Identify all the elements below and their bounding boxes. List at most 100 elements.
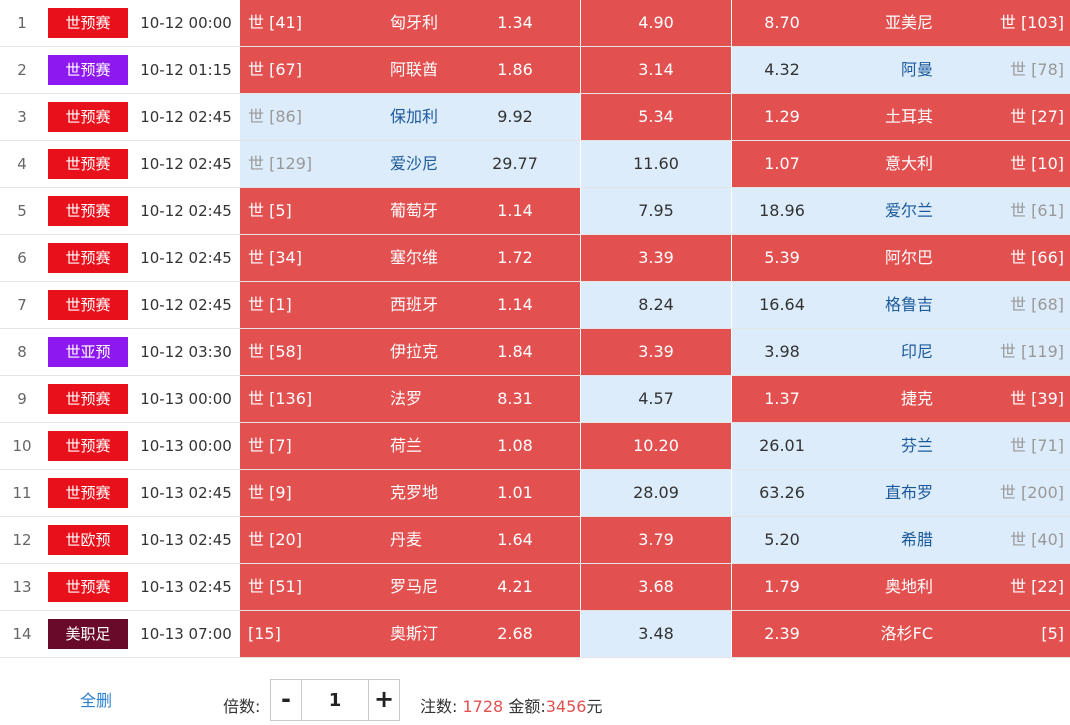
home-rank: 世 [5]: [248, 201, 292, 220]
match-time: 10-12 02:45: [140, 249, 232, 267]
increase-button[interactable]: +: [368, 680, 399, 720]
league-badge: 世预赛: [48, 8, 128, 38]
away-win-option[interactable]: 1.79 奥地利 世 [22]: [732, 564, 1070, 610]
draw-option[interactable]: 3.39: [581, 329, 732, 375]
match-index: 9: [17, 390, 27, 408]
home-rank: 世 [41]: [248, 13, 302, 32]
away-win-option[interactable]: 2.39 洛杉FC [5]: [732, 611, 1070, 657]
away-win-option[interactable]: 1.37 捷克 世 [39]: [732, 376, 1070, 422]
draw-odd: 28.09: [633, 483, 679, 502]
home-team: 罗马尼: [390, 577, 439, 596]
draw-odd: 7.95: [638, 201, 674, 220]
away-rank: 世 [61]: [1010, 201, 1064, 220]
home-team: 匈牙利: [390, 13, 439, 32]
match-index: 13: [12, 578, 32, 596]
home-team: 荷兰: [390, 436, 423, 455]
amount-value: 3456: [545, 697, 587, 716]
home-rank: 世 [7]: [248, 436, 292, 455]
away-win-option[interactable]: 1.07 意大利 世 [10]: [732, 141, 1070, 187]
away-team: 奥地利: [884, 577, 933, 596]
away-rank: 世 [39]: [1010, 389, 1064, 408]
away-rank: 世 [200]: [999, 483, 1064, 502]
home-win-option[interactable]: 世 [58] 伊拉克 1.84: [240, 329, 581, 375]
home-team: 法罗: [390, 389, 423, 408]
match-index: 2: [17, 61, 27, 79]
home-win-option[interactable]: [15] 奥斯汀 2.68: [240, 611, 581, 657]
away-odd: 18.96: [759, 201, 805, 220]
away-team: 亚美尼: [884, 13, 933, 32]
league-badge: 世亚预: [48, 337, 128, 367]
clear-all-link[interactable]: 全删: [80, 691, 113, 710]
away-win-option[interactable]: 4.32 阿曼 世 [78]: [732, 47, 1070, 93]
away-win-option[interactable]: 16.64 格鲁吉 世 [68]: [732, 282, 1070, 328]
decrease-button[interactable]: -: [271, 680, 302, 720]
away-win-option[interactable]: 3.98 印尼 世 [119]: [732, 329, 1070, 375]
match-index: 8: [17, 343, 27, 361]
draw-option[interactable]: 28.09: [581, 470, 732, 516]
home-rank: 世 [86]: [248, 107, 302, 126]
home-odd: 8.31: [497, 389, 533, 408]
away-win-option[interactable]: 5.39 阿尔巴 世 [66]: [732, 235, 1070, 281]
home-odd: 1.64: [497, 530, 533, 549]
home-win-option[interactable]: 世 [51] 罗马尼 4.21: [240, 564, 581, 610]
league-cell: 美职足: [48, 611, 128, 657]
home-rank: 世 [9]: [248, 483, 292, 502]
bet-footer: 全删 倍数: - + 注数: 1728 金额:3456元: [0, 657, 1070, 725]
home-win-option[interactable]: 世 [20] 丹麦 1.64: [240, 517, 581, 563]
away-rank: 世 [71]: [1010, 436, 1064, 455]
draw-option[interactable]: 4.57: [581, 376, 732, 422]
away-win-option[interactable]: 8.70 亚美尼 世 [103]: [732, 0, 1070, 46]
draw-option[interactable]: 7.95: [581, 188, 732, 234]
home-win-option[interactable]: 世 [67] 阿联酋 1.86: [240, 47, 581, 93]
multiplier-input[interactable]: [302, 680, 368, 720]
away-team: 印尼: [900, 342, 933, 361]
league-cell: 世预赛: [48, 0, 128, 46]
home-win-option[interactable]: 世 [7] 荷兰 1.08: [240, 423, 581, 469]
home-rank: 世 [1]: [248, 295, 292, 314]
match-row: 1 世预赛 10-12 00:00 世 [41] 匈牙利 1.34 4.90 8.70 亚美尼 世…: [0, 0, 1070, 47]
match-index: 10: [12, 437, 32, 455]
away-team: 格鲁吉: [884, 295, 933, 314]
away-win-option[interactable]: 5.20 希腊 世 [40]: [732, 517, 1070, 563]
match-time: 10-12 00:00: [140, 14, 232, 32]
multiplier-label: 倍数:: [223, 697, 261, 716]
draw-odd: 3.39: [638, 248, 674, 267]
away-rank: 世 [68]: [1010, 295, 1064, 314]
home-win-option[interactable]: 世 [1] 西班牙 1.14: [240, 282, 581, 328]
away-team: 洛杉FC: [880, 624, 933, 643]
draw-option[interactable]: 10.20: [581, 423, 732, 469]
draw-option[interactable]: 8.24: [581, 282, 732, 328]
league-cell: 世预赛: [48, 423, 128, 469]
draw-option[interactable]: 3.14: [581, 47, 732, 93]
match-time: 10-13 07:00: [140, 625, 232, 643]
home-win-option[interactable]: 世 [129] 爱沙尼 29.77: [240, 141, 581, 187]
away-win-option[interactable]: 63.26 直布罗 世 [200]: [732, 470, 1070, 516]
home-win-option[interactable]: 世 [136] 法罗 8.31: [240, 376, 581, 422]
away-win-option[interactable]: 26.01 芬兰 世 [71]: [732, 423, 1070, 469]
home-win-option[interactable]: 世 [5] 葡萄牙 1.14: [240, 188, 581, 234]
draw-option[interactable]: 5.34: [581, 94, 732, 140]
league-cell: 世预赛: [48, 141, 128, 187]
match-index: 11: [12, 484, 32, 502]
draw-odd: 4.57: [638, 389, 674, 408]
home-win-option[interactable]: 世 [34] 塞尔维 1.72: [240, 235, 581, 281]
draw-option[interactable]: 3.68: [581, 564, 732, 610]
away-win-option[interactable]: 1.29 土耳其 世 [27]: [732, 94, 1070, 140]
match-index: 7: [17, 296, 27, 314]
home-win-option[interactable]: 世 [9] 克罗地 1.01: [240, 470, 581, 516]
away-win-option[interactable]: 18.96 爱尔兰 世 [61]: [732, 188, 1070, 234]
match-time: 10-13 02:45: [140, 578, 232, 596]
draw-option[interactable]: 4.90: [581, 0, 732, 46]
draw-option[interactable]: 3.48: [581, 611, 732, 657]
league-badge: 世预赛: [48, 478, 128, 508]
home-win-option[interactable]: 世 [86] 保加利 9.92: [240, 94, 581, 140]
draw-option[interactable]: 3.79: [581, 517, 732, 563]
away-rank: 世 [103]: [999, 13, 1064, 32]
draw-option[interactable]: 3.39: [581, 235, 732, 281]
away-rank: 世 [40]: [1010, 530, 1064, 549]
draw-odd: 3.39: [638, 342, 674, 361]
draw-option[interactable]: 11.60: [581, 141, 732, 187]
home-win-option[interactable]: 世 [41] 匈牙利 1.34: [240, 0, 581, 46]
draw-odd: 3.14: [638, 60, 674, 79]
home-team: 爱沙尼: [390, 154, 439, 173]
